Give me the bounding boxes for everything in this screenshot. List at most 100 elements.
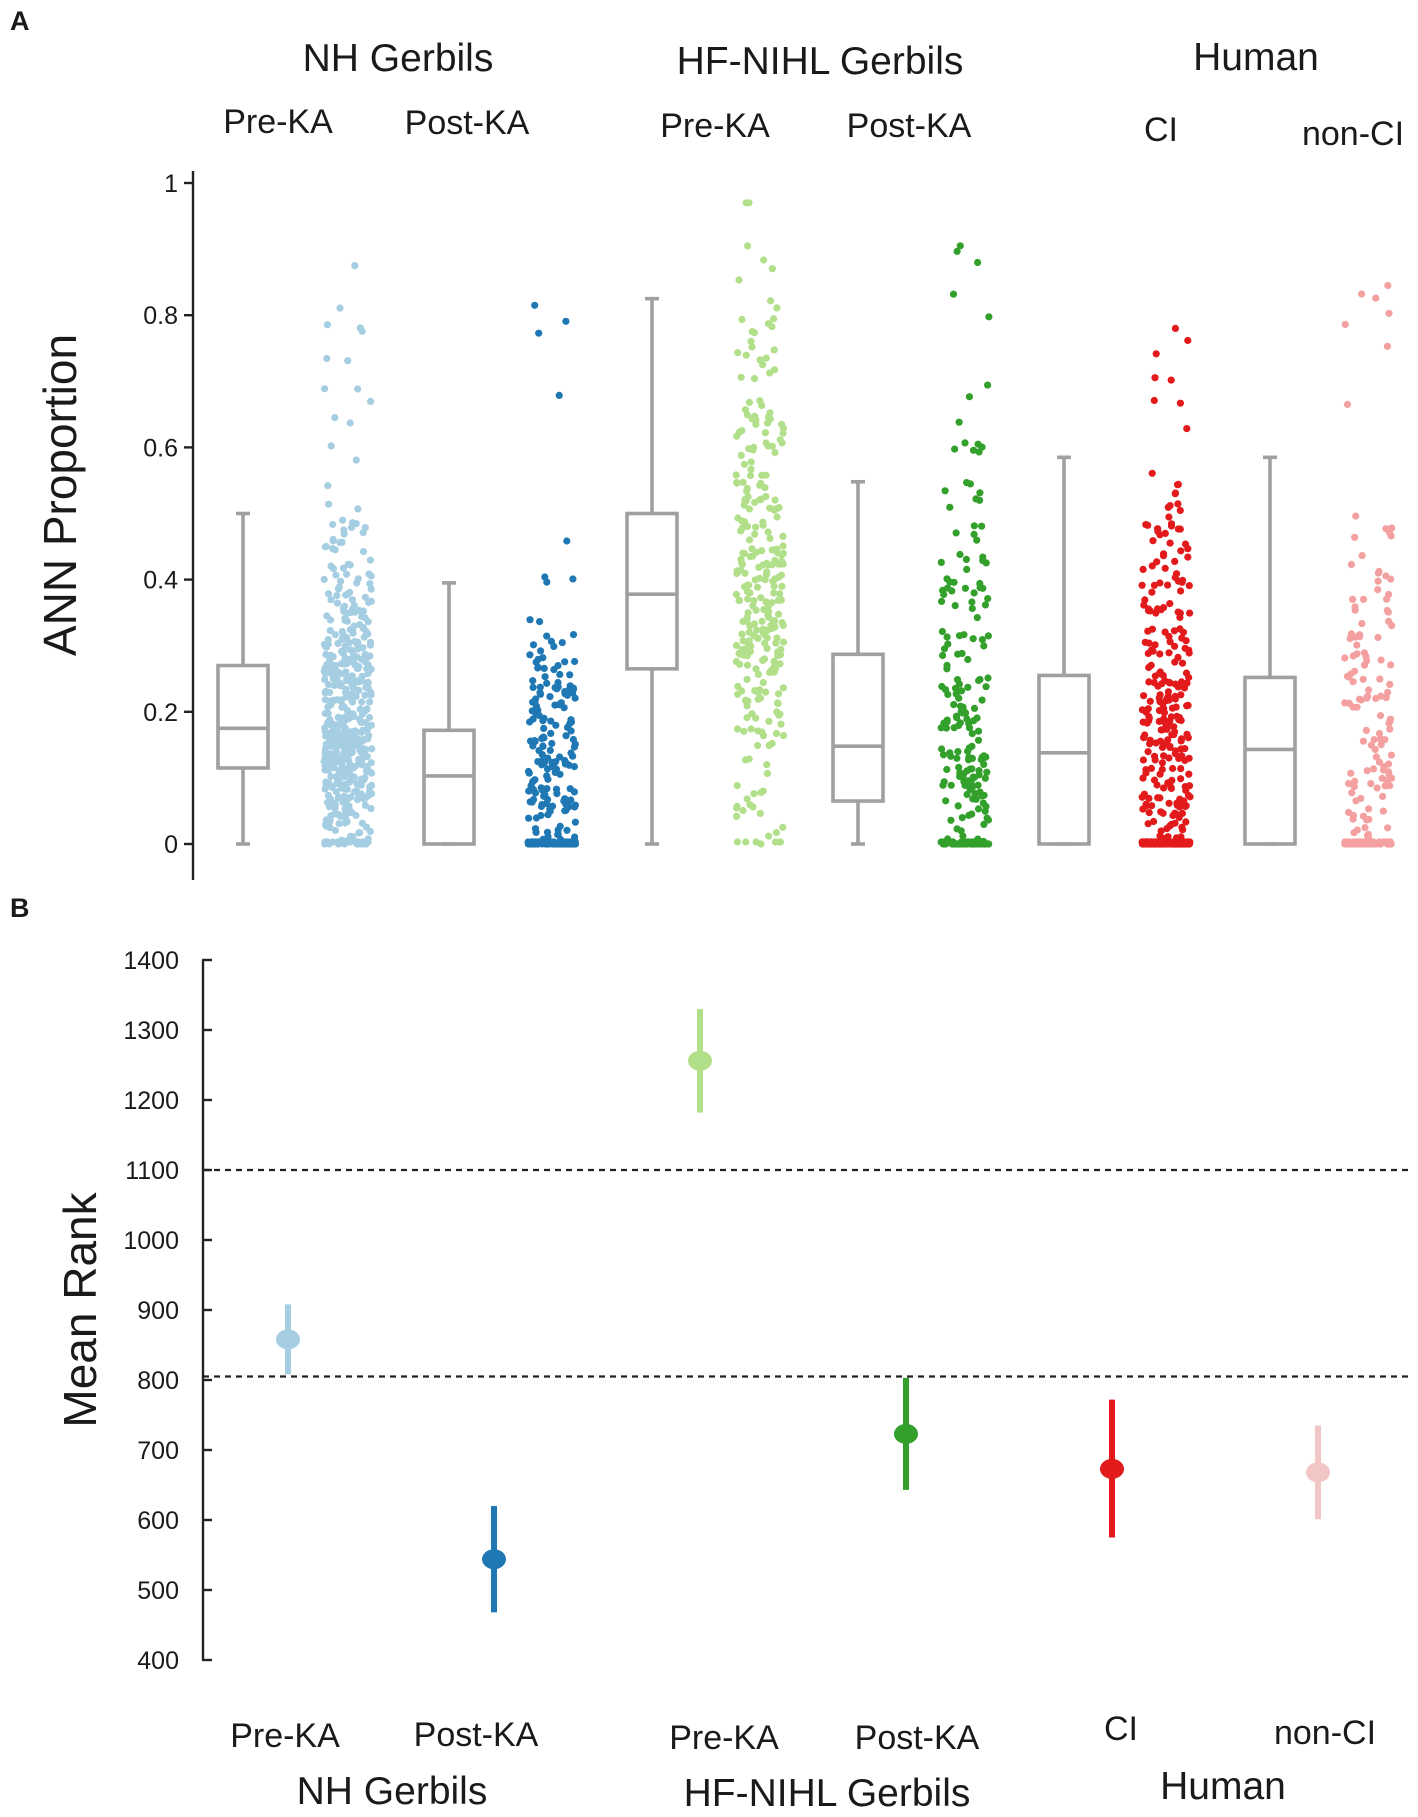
data-point [757,495,765,503]
data-point [779,542,787,550]
data-point [1184,336,1192,345]
data-point [1157,827,1165,835]
data-point [1183,679,1191,687]
data-point [962,555,971,564]
data-point [754,670,763,679]
data-point [965,393,974,401]
y-axis-label: ANN Proportion [34,334,86,656]
data-point [942,797,950,805]
data-point [741,406,750,414]
data-point [770,657,778,666]
data-point [1149,647,1157,655]
data-point [968,604,976,613]
data-point [555,701,563,709]
data-point [753,626,761,634]
panel-letter-b: B [10,893,30,923]
data-point [1148,588,1156,596]
data-point [775,690,783,698]
data-point [326,824,334,832]
data-point [536,618,544,626]
data-point [982,683,990,691]
data-point [746,536,754,544]
data-point [735,596,744,605]
data-point [570,685,578,693]
data-point [1138,793,1146,801]
data-point [570,763,579,771]
data-point [1376,712,1385,720]
data-point [777,596,786,604]
data-point [1350,829,1358,837]
data-point [1181,783,1189,791]
data-point [940,645,949,653]
data-point [779,684,788,692]
data-point [1375,729,1384,738]
data-point [321,785,329,793]
data-point [754,688,762,697]
data-point [1373,784,1381,792]
data-point [943,765,951,774]
data-point [351,608,359,616]
data-point [531,789,540,797]
data-point [531,301,539,309]
boxplot [422,581,476,846]
data-point [939,586,947,595]
condition-label: CI [1104,1710,1138,1748]
data-point [1186,609,1194,617]
data-point [1365,805,1373,813]
data-point [543,772,551,780]
data-point [548,758,556,767]
data-point [541,673,549,681]
data-point [1177,765,1185,773]
data-point [343,785,351,793]
data-point [346,419,354,427]
data-point [943,661,951,670]
data-point [733,479,741,487]
data-point [757,789,765,797]
y-tick-label: 0.6 [143,434,178,462]
data-point [543,785,551,793]
data-point [938,682,946,691]
data-point [779,429,787,437]
data-point [1349,652,1357,660]
data-point [1181,540,1190,548]
data-point [1153,781,1161,789]
data-point [733,804,741,812]
data-point [336,538,344,547]
y-tick-label: 0.2 [143,699,178,727]
data-point [1171,658,1179,666]
data-point [751,530,759,538]
data-point [779,732,788,740]
data-point [1159,809,1167,817]
data-point [772,838,780,846]
data-point [752,523,760,531]
y-tick-label: 1300 [123,1017,179,1045]
data-point [350,622,358,630]
data-point [1165,799,1173,807]
data-point [739,806,747,815]
data-point [1341,654,1349,662]
data-point [756,397,764,405]
data-point [338,627,346,636]
data-point [1377,741,1385,749]
data-point [526,616,534,624]
data-point [525,814,533,822]
data-point [327,734,335,742]
data-point [1347,670,1355,678]
data-point [1149,537,1157,545]
data-point [323,354,331,363]
data-point [1169,811,1177,820]
data-point [352,456,360,464]
data-point [329,696,338,704]
data-point [350,601,358,610]
data-point [367,572,375,580]
data-point [976,489,984,497]
data-point [524,838,532,846]
data-point [1151,641,1159,649]
data-point [1150,752,1159,760]
data-point [1387,661,1395,669]
data-point [567,749,575,757]
data-point [571,657,579,666]
data-point [937,558,945,567]
data-point [1183,702,1191,710]
data-point [1146,697,1154,705]
